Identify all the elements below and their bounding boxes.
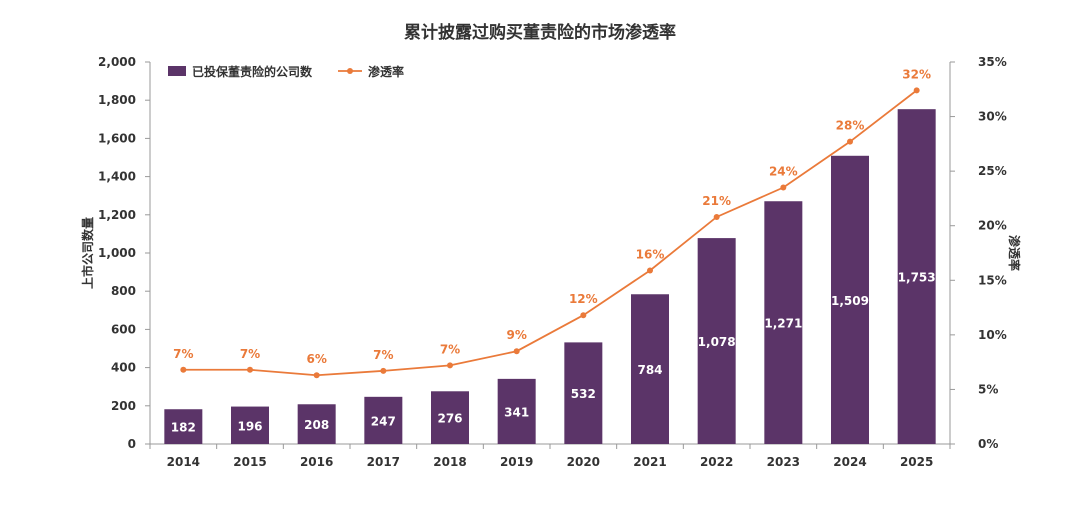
rate-label: 28% [836,119,865,133]
chart-title: 累计披露过购买董责险的市场渗透率 [404,23,676,43]
legend-bar-label: 已投保董责险的公司数 [192,64,313,79]
rate-point [913,87,920,94]
rate-point [580,312,587,319]
x-tick-label: 2016 [300,455,333,469]
bar-value-label: 182 [171,421,196,435]
y-right-tick-label: 25% [978,164,1007,178]
x-tick-label: 2022 [700,455,733,469]
bar [831,155,869,444]
rate-label: 32% [902,67,931,81]
bar-value-label: 1,078 [698,335,736,349]
x-tick-label: 2024 [833,455,866,469]
rate-label: 24% [769,165,798,179]
rate-label: 7% [173,347,193,361]
x-tick-label: 2023 [767,455,800,469]
rate-label: 7% [440,342,460,356]
y-tick-label: 0 [128,437,136,451]
y-right-tick-label: 0% [978,437,998,451]
rate-label: 7% [373,348,393,362]
y-axis-label: 上市公司数量 [80,217,95,289]
bar-value-label: 196 [237,419,262,433]
bar-value-label: 208 [304,418,329,432]
bar [297,404,336,444]
rate-label: 16% [636,247,665,261]
bar-value-label: 276 [437,412,462,426]
bar-value-label: 1,271 [764,317,802,331]
y-tick-label: 1,400 [98,170,136,184]
y-tick-label: 1,000 [98,246,136,260]
bar-value-label: 1,753 [898,271,936,285]
rate-line [183,89,918,377]
rate-point [380,367,387,374]
rate-point [313,372,320,379]
bar [364,396,403,444]
bar-value-label: 247 [371,414,396,428]
y-right-tick-label: 35% [978,55,1007,69]
legend-line-marker [347,68,353,74]
rate-point [447,362,453,369]
y-right-tick-label: 10% [978,328,1007,342]
y-right-tick-label: 15% [978,273,1007,287]
y-right-tick-label: 5% [978,382,998,396]
x-tick-label: 2018 [433,455,466,469]
rate-point [847,138,853,145]
rate-point [780,184,787,191]
x-tick-label: 2021 [633,455,666,469]
rate-point [247,366,253,373]
bar [697,238,736,444]
y-tick-label: 200 [111,399,136,413]
rate-point [647,267,653,274]
rate-label: 21% [702,194,731,208]
x-tick-label: 2017 [367,455,400,469]
rate-label: 7% [240,347,260,361]
x-tick-label: 2019 [500,455,533,469]
y-tick-label: 1,600 [98,131,136,145]
y-right-tick-label: 30% [978,110,1007,124]
y-tick-label: 2,000 [98,55,136,69]
bar [764,201,803,444]
x-tick-label: 2020 [567,455,600,469]
y-right-tick-label: 20% [978,219,1007,233]
x-tick-label: 2015 [233,455,266,469]
bar [564,342,603,444]
legend-line-label: 渗透率 [368,64,404,79]
y-axis-right-label: 渗透率 [1007,235,1022,271]
bar [497,378,536,444]
y-tick-label: 1,800 [98,93,136,107]
bar [631,294,669,444]
bar-value-label: 341 [504,405,529,419]
rate-label: 9% [506,328,526,342]
rate-point [713,213,720,220]
rate-label: 6% [306,352,326,366]
bar-value-label: 784 [637,363,662,377]
rate-point [180,366,187,373]
bar-value-label: 532 [571,387,596,401]
bar [164,409,203,444]
rate-point [513,348,520,355]
bar-value-label: 1,509 [831,294,869,308]
bar [231,406,269,444]
x-tick-label: 2014 [167,455,200,469]
y-tick-label: 800 [111,284,136,298]
y-tick-label: 600 [111,322,136,336]
y-tick-label: 400 [111,361,136,375]
bar [897,109,936,444]
rate-label: 12% [569,292,598,306]
legend-bar-swatch [168,66,186,76]
bar [431,391,469,444]
x-tick-label: 2025 [900,455,933,469]
y-tick-label: 1,200 [98,208,136,222]
